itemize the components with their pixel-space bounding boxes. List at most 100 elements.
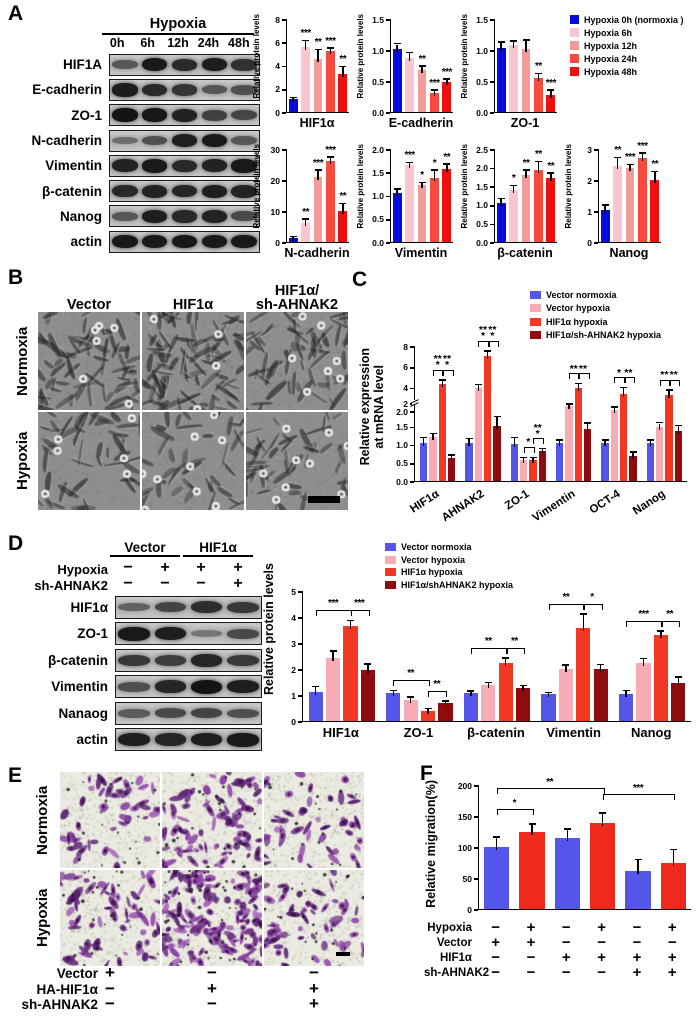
error-bar-cap [347,619,354,622]
tick-label: 0.5 [396,458,408,469]
axis-tick [474,909,478,911]
axis-tick [282,211,286,213]
blot-lane [140,55,170,75]
tick-label: 5 [291,586,296,597]
error-bar [531,824,533,836]
condition-sign: + [491,934,501,951]
axis-tick [386,149,390,151]
error-bar-cap [620,386,628,389]
blot-image [115,595,262,619]
lane-label: 0h [109,36,125,50]
error-bar-cap [406,51,414,54]
bar [421,710,436,721]
error-bar [314,687,317,696]
tick-label: 0 [467,904,472,915]
tick-label: 1.0 [372,191,384,201]
error-bar [625,691,627,697]
axis-tick [386,195,390,198]
blot-label: ZO-1 [77,626,108,642]
blot-lane [225,623,261,644]
error-bar-cap [622,689,630,692]
blot-label: E-cadherin [32,82,102,98]
axis-tick [594,149,598,151]
error-bar [522,458,525,463]
axis-tick [282,88,286,91]
blot-row: β-catenin [10,178,260,203]
plot-area: ********** [286,145,349,243]
error-bar [525,40,527,52]
bar [301,223,310,242]
error-bar [660,631,662,638]
blot-lane [116,703,152,724]
error-bar-cap [448,454,456,456]
blot-image [115,675,262,699]
panel-b-label: B [8,266,24,289]
error-bar-cap [484,350,492,352]
error-bar-cap [614,156,622,159]
significance-label: * [526,436,531,449]
blot-lane [116,676,152,697]
blot-lane [116,597,152,618]
error-bar [642,659,645,667]
axis-tick [490,149,494,151]
scale-bar [308,496,340,503]
condition-sign: − [105,994,115,1013]
panel-a-label: A [8,2,24,25]
axis-tick [298,695,302,697]
lane-labels: 0h 6h 12h 24h 48h [102,36,254,50]
significance-label: *** [354,598,365,610]
protein-band [154,733,187,747]
panel-a-western-blots: Hypoxia 0h 6h 12h 24h 48h HIF1A E-cadherin ZO-1 N… [10,16,260,254]
condition-sign: − [561,964,571,981]
bar [483,847,510,909]
condition-sign: + [526,934,536,951]
error-bar-cap [339,65,347,68]
error-bar-cap [467,690,475,692]
protein-band [154,627,187,641]
significance-label: * [590,591,594,603]
blot-row: Vimentin [10,153,260,178]
significance-label: *** [325,35,336,47]
plot-area: ******* [494,149,557,243]
blot-lane [229,232,259,252]
blot-lane [110,206,140,226]
blot-lane [152,676,188,697]
error-bar [433,90,436,97]
significance-label: ** [669,368,678,381]
chart-protein-levels: Relative protein levels *** *** ** ** ** ** ** *… [262,536,696,742]
bar [516,688,531,721]
axis-tick [594,211,598,213]
axis-tick [282,149,286,151]
sig-bracket [433,369,445,376]
error-bar [537,162,540,173]
bar [463,692,479,721]
axis-tick [474,785,478,787]
blot-image [109,205,260,228]
axis-tick [386,242,390,244]
lane-label: 6h [140,36,155,50]
axis-tick [410,387,414,390]
error-bar-cap [584,422,592,424]
protein-band [201,133,227,148]
column-header-line: HIF1α/ [274,283,320,299]
blot-label: N-cadherin [31,133,102,149]
error-bar-cap [289,96,297,99]
error-bar-cap [314,48,322,51]
row-label: Hypoxia [34,888,51,948]
blot-row: ZO-1 [10,621,262,648]
bar [417,69,427,112]
legend-label: Vector normoxia [546,289,617,300]
condition-label: Hypoxia [57,562,108,577]
tick-label: 1 [587,206,592,217]
bar [521,175,531,242]
blot-label: Nanaog [58,705,108,721]
error-bar-cap [312,685,320,688]
error-bar-cap [538,447,546,450]
tick-label: 1.0 [372,45,384,56]
bar [636,663,651,721]
axis-tick [594,180,598,182]
condition-sign: − [667,934,677,951]
condition-sign: + [196,559,206,576]
protein-band [154,680,187,694]
